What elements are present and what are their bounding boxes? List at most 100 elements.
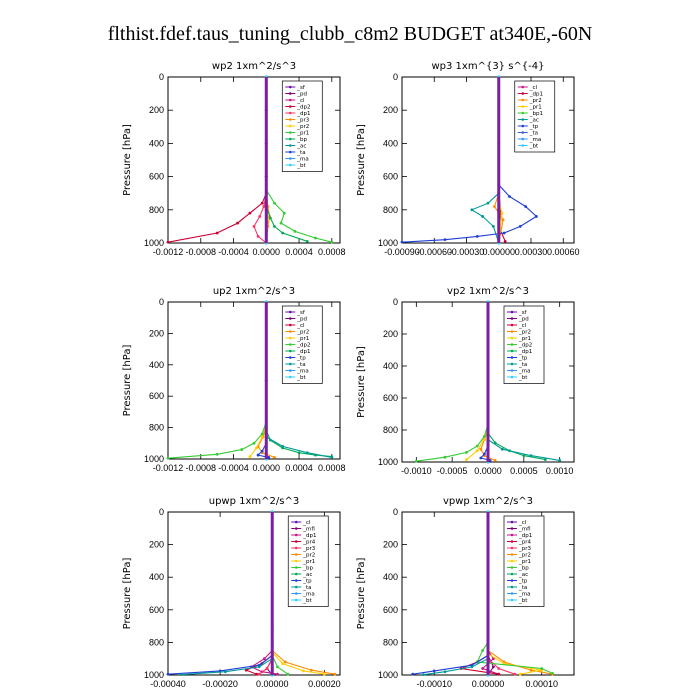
data-point	[258, 215, 262, 218]
data-point	[475, 444, 479, 448]
y-tick-label: 0	[159, 297, 164, 307]
legend-label: _bt	[529, 144, 539, 150]
data-point	[486, 201, 490, 205]
legend-label: _pr4	[302, 540, 316, 546]
legend-label: _dp1	[518, 533, 532, 539]
legend-marker	[288, 111, 292, 115]
data-point	[501, 218, 505, 222]
data-point	[293, 229, 297, 233]
legend-marker	[510, 356, 514, 359]
figure-title: flthist.fdef.taus_tuning_clubb_c8m2 BUDG…	[108, 23, 593, 45]
y-tick-label: 1000	[144, 238, 164, 248]
data-point	[414, 459, 418, 463]
panel-title: vpwp 1xm^2/s^3	[443, 496, 533, 507]
legend-marker	[294, 540, 298, 543]
data-point	[257, 672, 261, 676]
legend-marker	[288, 98, 292, 102]
x-tick-label: 0.00020	[308, 679, 341, 689]
data-point	[286, 672, 290, 676]
legend-marker	[288, 163, 292, 167]
x-tick-label: 0.0004	[285, 247, 313, 257]
data-point	[524, 205, 528, 208]
data-point	[400, 240, 404, 244]
x-tick-label: -0.0004	[218, 463, 249, 473]
data-point	[267, 456, 271, 459]
legend-box	[514, 80, 556, 153]
data-point	[268, 216, 272, 220]
legend-label: _pr1	[529, 105, 542, 111]
data-point	[179, 673, 183, 677]
legend-marker	[294, 520, 298, 524]
data-point	[166, 672, 170, 676]
legend-label: _ta	[529, 131, 538, 137]
legend-label: _pr2	[296, 124, 309, 130]
data-point	[263, 657, 266, 661]
x-tick-label: -0.00020	[202, 679, 238, 689]
x-tick-label: 0.00000	[482, 247, 515, 257]
data-point	[483, 435, 486, 438]
data-point	[276, 672, 279, 676]
legend-marker	[288, 124, 292, 128]
data-point	[260, 432, 264, 436]
legend-label: _ac	[518, 572, 528, 578]
data-point	[330, 240, 334, 244]
plot-frame	[401, 76, 575, 244]
legend-label: _sf	[518, 310, 528, 316]
y-tick-label: 600	[149, 172, 164, 182]
data-point	[276, 665, 279, 669]
legend-label: _ta	[518, 362, 527, 368]
data-point	[558, 459, 562, 462]
legend-marker	[510, 527, 514, 530]
x-tick-label: -0.0008	[185, 247, 216, 257]
data-point	[500, 447, 504, 451]
legend-marker	[294, 566, 298, 569]
series-line-dp1	[253, 77, 267, 244]
data-point	[281, 231, 285, 235]
legend-label: _bt	[296, 375, 306, 381]
series-line-bp	[271, 512, 289, 675]
legend-label: _cl	[518, 520, 527, 526]
panel-title: wp3 1xm^{3} s^{-4}	[431, 61, 544, 72]
legend-label: _ma	[296, 157, 308, 163]
data-point	[529, 454, 533, 457]
legend-label: _cl	[302, 520, 311, 526]
x-tick-label: 0.00010	[525, 679, 558, 689]
chart-panel-3: up2 1xm^2/s^3 Pressure [hPa] 0 200 400 600 800…	[122, 286, 346, 473]
legend-marker	[521, 111, 525, 115]
y-tick-label: 800	[383, 425, 398, 435]
x-tick-label: 0.00000	[256, 679, 289, 689]
legend-label: _dp1	[296, 349, 310, 355]
data-point	[265, 667, 269, 670]
legend-label: _bp	[518, 566, 529, 572]
y-axis-label: Pressure [hPa]	[356, 346, 367, 418]
legend-marker	[521, 98, 525, 102]
x-tick-label: -0.0010	[401, 466, 432, 476]
y-tick-label: 800	[149, 423, 164, 433]
legend-label: _ma	[518, 369, 530, 375]
panel-title: vp2 1xm^2/s^3	[447, 286, 529, 297]
legend-label: _pr1	[302, 559, 315, 565]
legend-label: _sf	[296, 85, 306, 91]
y-tick-label: 0	[159, 72, 164, 82]
legend-label: _dp1	[518, 349, 532, 355]
series-line-pr4	[244, 512, 273, 675]
x-tick-label: -0.0008	[185, 463, 216, 473]
legend-marker	[510, 336, 514, 340]
legend-label: _ac	[529, 118, 539, 124]
legend-label: _ma	[302, 592, 314, 598]
legend-marker	[510, 323, 514, 327]
data-point	[273, 201, 276, 205]
data-point	[256, 453, 260, 457]
data-point	[281, 662, 285, 665]
legend-label: _pd	[518, 317, 529, 323]
data-point	[333, 672, 337, 676]
data-point	[248, 455, 252, 459]
data-point	[411, 672, 415, 676]
data-point	[479, 456, 483, 460]
y-tick-label: 1000	[378, 238, 398, 248]
legend-label: _pr2	[518, 330, 531, 336]
series-line-pr1	[249, 302, 267, 457]
data-point	[518, 672, 522, 676]
data-point	[305, 451, 309, 455]
